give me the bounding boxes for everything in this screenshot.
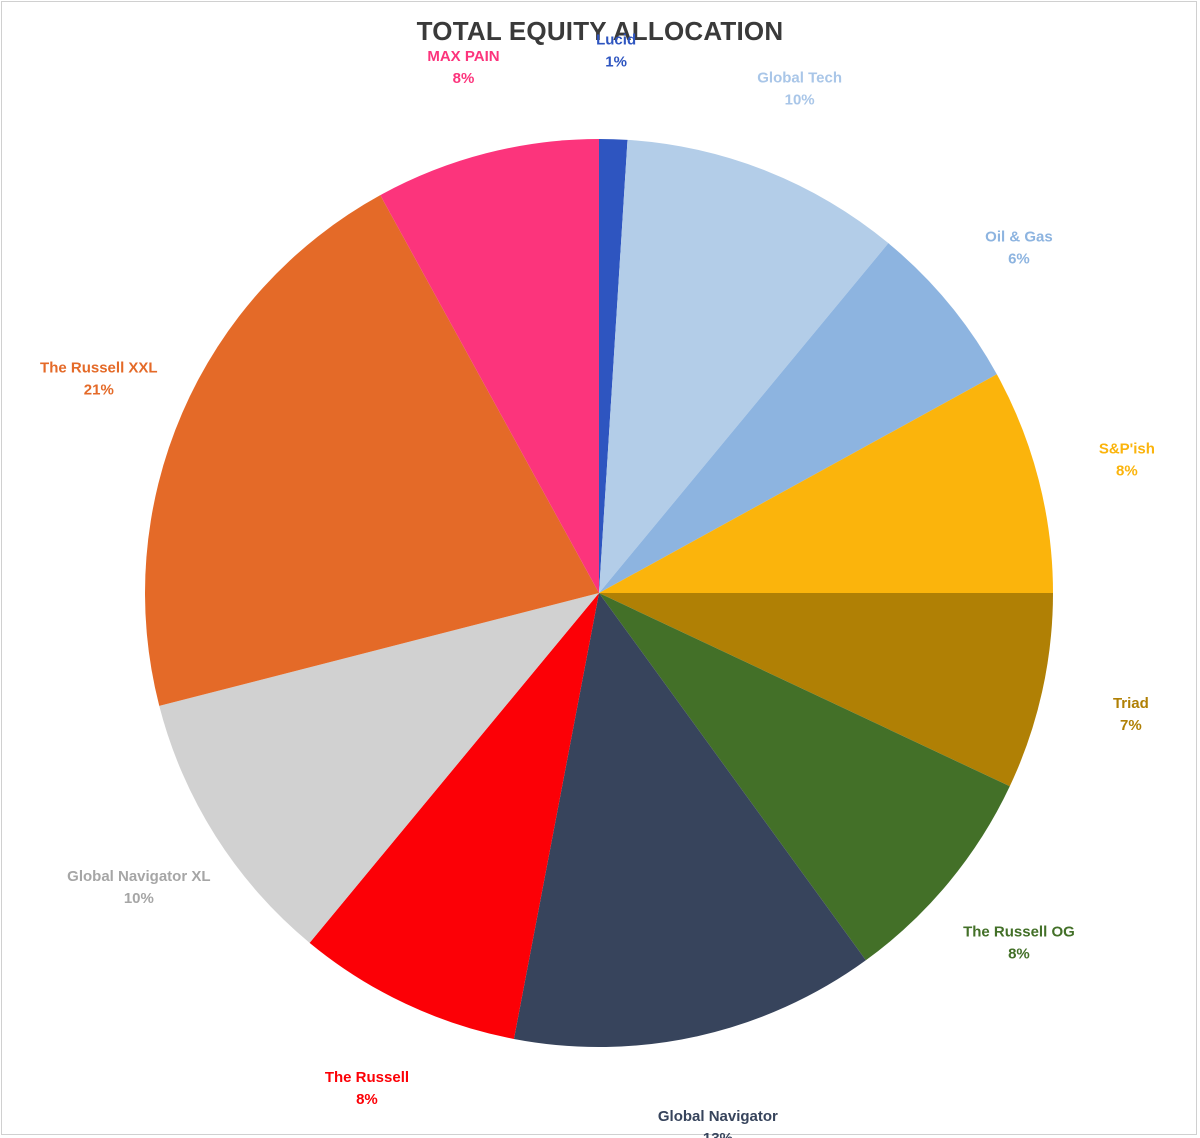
slice-global-navigator [513, 593, 866, 1047]
slice-label-value: 13% [703, 1130, 733, 1138]
slice-label-value: 21% [84, 382, 114, 399]
slice-label-name: The Russell [325, 1069, 409, 1086]
slice-global-navigator-xl [159, 593, 599, 943]
slice-label-name: MAX PAIN [427, 48, 499, 65]
slice-label-name: Lucid [596, 31, 636, 48]
label-triad: Triad 7% [1113, 695, 1149, 734]
slice-label-value: 7% [1120, 717, 1142, 734]
slice-label-name: Triad [1113, 695, 1149, 712]
slice-label-name: Global Navigator XL [67, 868, 210, 885]
label-global-tech: Global Tech 10% [757, 69, 842, 108]
slice-global-tech [599, 139, 889, 593]
label-global-navigator-xl: Global Navigator XL 10% [67, 868, 210, 907]
slice-max-pain [380, 139, 599, 593]
label-sandp-ish: S&P'ish 8% [1099, 440, 1155, 479]
slice-label-value: 8% [1116, 462, 1138, 479]
pie-labels: Lucid 1% Global Tech 10% Oil & Gas 6% S&P'ish 8… [40, 31, 1155, 1138]
slice-label-name: Global Navigator [658, 1108, 778, 1125]
slice-label-value: 10% [785, 91, 815, 108]
label-the-russell-og: The Russell OG 8% [963, 923, 1075, 962]
slice-label-value: 1% [605, 53, 627, 70]
label-lucid: Lucid 1% [596, 31, 636, 70]
slice-label-name: The Russell OG [963, 923, 1075, 940]
slice-label-name: Oil & Gas [985, 229, 1053, 246]
slice-label-value: 6% [1008, 251, 1030, 268]
slice-the-russell-og [599, 593, 1010, 961]
chart-title: TOTAL EQUITY ALLOCATION [416, 16, 784, 46]
slice-label-value: 10% [124, 890, 154, 907]
slice-label-name: S&P'ish [1099, 440, 1155, 457]
slice-the-russell-xxl [144, 195, 599, 706]
slice-label-name: Global Tech [757, 69, 842, 86]
slice-lucid [599, 139, 628, 593]
label-global-navigator: Global Navigator 13% [658, 1108, 778, 1138]
slice-sandp-ish [599, 374, 1053, 593]
slice-label-value: 8% [1008, 945, 1030, 962]
slice-label-value: 8% [356, 1091, 378, 1108]
pie-slices [144, 139, 1053, 1047]
slice-the-russell [309, 593, 599, 1039]
label-the-russell-xxl: The Russell XXL 21% [40, 360, 158, 399]
slice-triad [599, 593, 1053, 787]
slice-label-value: 8% [453, 70, 475, 87]
label-max-pain: MAX PAIN 8% [427, 48, 499, 87]
label-the-russell: The Russell 8% [325, 1069, 409, 1108]
slice-oil-and-gas [599, 243, 997, 593]
slice-label-name: The Russell XXL [40, 360, 158, 377]
label-oil-and-gas: Oil & Gas 6% [985, 229, 1053, 268]
